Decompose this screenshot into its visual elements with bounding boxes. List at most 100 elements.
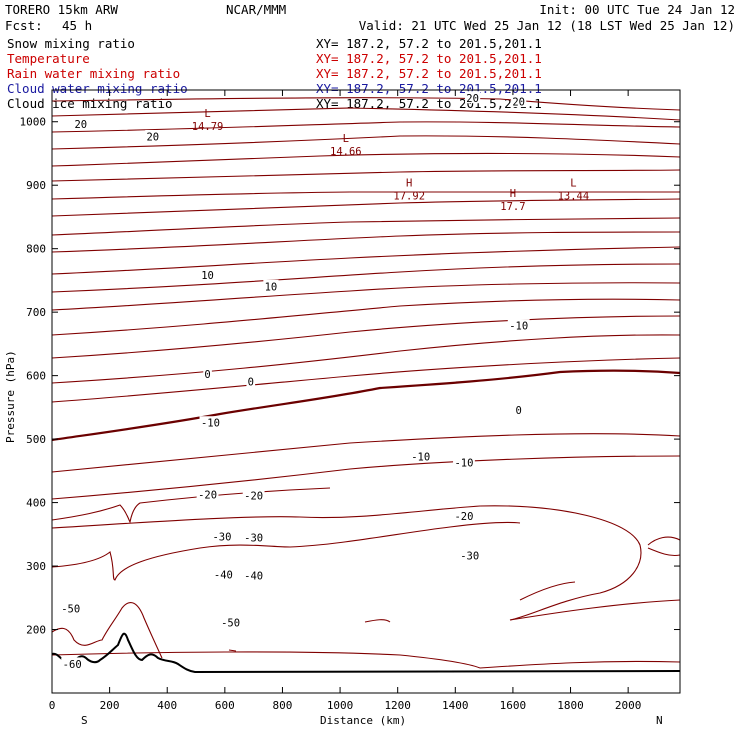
contour-label-bg — [409, 449, 432, 462]
contour-label-bg — [211, 529, 233, 542]
y-tick-label: 200 — [26, 624, 46, 637]
isotherm-line — [51, 505, 642, 621]
contour-label: -10 — [411, 451, 430, 463]
contour-label: 20 — [74, 119, 87, 131]
extremum-marker: L — [343, 133, 349, 145]
contour-label-bg — [196, 487, 219, 500]
y-tick-label: 800 — [26, 243, 46, 256]
contour-label-bg — [263, 279, 279, 292]
field-temperature-xy: XY= 187.2, 57.2 to 201.5,201.1 — [316, 51, 542, 66]
contour-label: -40 — [244, 571, 263, 583]
contour-label-bg — [458, 548, 481, 561]
contour-label: -10 — [454, 458, 473, 470]
contour-label: -50 — [221, 618, 240, 630]
isotherm-line — [51, 217, 681, 236]
field-cloudwater-name: Cloud water mixing ratio — [7, 81, 188, 96]
isotherm-line — [51, 152, 681, 167]
isotherm-line — [51, 231, 681, 253]
contour-label-bg — [453, 456, 475, 469]
field-cloudice-name: Cloud ice mixing ratio — [7, 96, 173, 111]
extremum-value: 14.66 — [330, 146, 362, 158]
contour-label: -30 — [460, 550, 479, 562]
field-cloudwater-xy: XY= 187.2, 57.2 to 201.5,201.1 — [316, 81, 542, 96]
extremum-marker: L — [204, 108, 210, 120]
contour-label: -20 — [244, 491, 263, 503]
contour-label-bg — [246, 374, 256, 387]
contour-label: 10 — [265, 281, 278, 293]
extremum-marker: H — [406, 178, 412, 190]
contour-label-bg — [511, 95, 527, 108]
south-end-label: S — [81, 714, 88, 727]
isotherm-line — [51, 298, 681, 336]
contour-label-bg — [73, 117, 89, 130]
x-tick-label: 200 — [100, 699, 120, 712]
x-tick-label: 1200 — [384, 699, 411, 712]
isotherm-line — [228, 649, 237, 652]
isotherm-line — [364, 619, 391, 623]
contour-label-bg — [242, 569, 265, 582]
field-temperature-name: Temperature — [7, 51, 90, 66]
contour-label: -20 — [454, 511, 473, 523]
forecast-label: Fcst: — [5, 18, 43, 33]
isotherm-line — [51, 169, 681, 182]
x-tick-label: 600 — [215, 699, 235, 712]
field-cloudice-xy: XY= 187.2, 57.2 to 201.5,201.1 — [316, 96, 542, 111]
extremum-marker: L — [570, 178, 576, 190]
x-tick-label: 1400 — [442, 699, 469, 712]
contour-label: 10 — [201, 270, 214, 282]
isotherm-line — [51, 334, 681, 384]
contour-label: 20 — [466, 93, 479, 105]
y-tick-label: 600 — [26, 370, 46, 383]
isotherm-line — [509, 599, 681, 621]
field-rain-name: Rain water mixing ratio — [7, 66, 180, 81]
y-tick-label: 700 — [26, 306, 46, 319]
isotherm-line — [479, 660, 681, 669]
x-tick-label: 1800 — [557, 699, 584, 712]
extremum-value: 14.79 — [192, 121, 224, 133]
extremum-value: 17.92 — [393, 191, 425, 203]
x-tick-label: 0 — [49, 699, 56, 712]
contour-label-bg — [507, 319, 530, 332]
center-label: NCAR/MMM — [226, 2, 286, 17]
isotherm-line — [51, 602, 163, 659]
contour-label-layer: -60 -50 -50 -40 -40 -30 -30 -30 -20 -20 -20 -10 -10 -… — [59, 91, 589, 671]
y-tick-label: 400 — [26, 497, 46, 510]
contour-label: 20 — [146, 131, 159, 143]
north-end-label: N — [656, 714, 663, 727]
isotherm-line — [51, 97, 681, 111]
y-axis-title: Pressure (hPa) — [4, 350, 17, 443]
isotherm-line — [51, 121, 681, 133]
extremum-marker: H — [510, 188, 516, 200]
isotherm-line — [51, 282, 681, 311]
contour-label: -60 — [63, 659, 82, 671]
x-tick-label: 1000 — [327, 699, 354, 712]
isotherm-line — [51, 191, 681, 200]
contour-label: -10 — [509, 321, 528, 333]
y-tick-label: 300 — [26, 560, 46, 573]
contour-label-bg — [212, 567, 235, 580]
freezing-level-line — [51, 369, 681, 442]
y-tick-label: 900 — [26, 179, 46, 192]
contour-label-bg — [514, 403, 523, 416]
contour-label: 20 — [512, 97, 525, 109]
contour-label: -30 — [244, 533, 263, 545]
isotherm-line — [647, 536, 681, 546]
isotherm-line — [51, 198, 681, 217]
isotherm-lines — [51, 97, 681, 669]
contour-label-bg — [242, 531, 265, 544]
isotherm-line — [51, 135, 681, 150]
contour-label: -40 — [214, 569, 233, 581]
contour-label-bg — [61, 657, 84, 670]
contour-label-bg — [199, 416, 222, 429]
contour-label-bg — [453, 509, 475, 522]
contour-label: 0 — [516, 405, 522, 417]
contour-label: -10 — [201, 418, 220, 430]
init-time: Init: 00 UTC Tue 24 Jan 12 — [539, 2, 735, 17]
x-axis-title: Distance (km) — [320, 714, 406, 727]
contour-label-bg — [219, 616, 242, 629]
isotherm-line — [51, 455, 681, 500]
forecast-hour: 45 h — [62, 18, 92, 33]
contour-label: -30 — [212, 531, 231, 543]
contour-label: -50 — [61, 604, 80, 616]
isotherm-line — [51, 357, 681, 403]
